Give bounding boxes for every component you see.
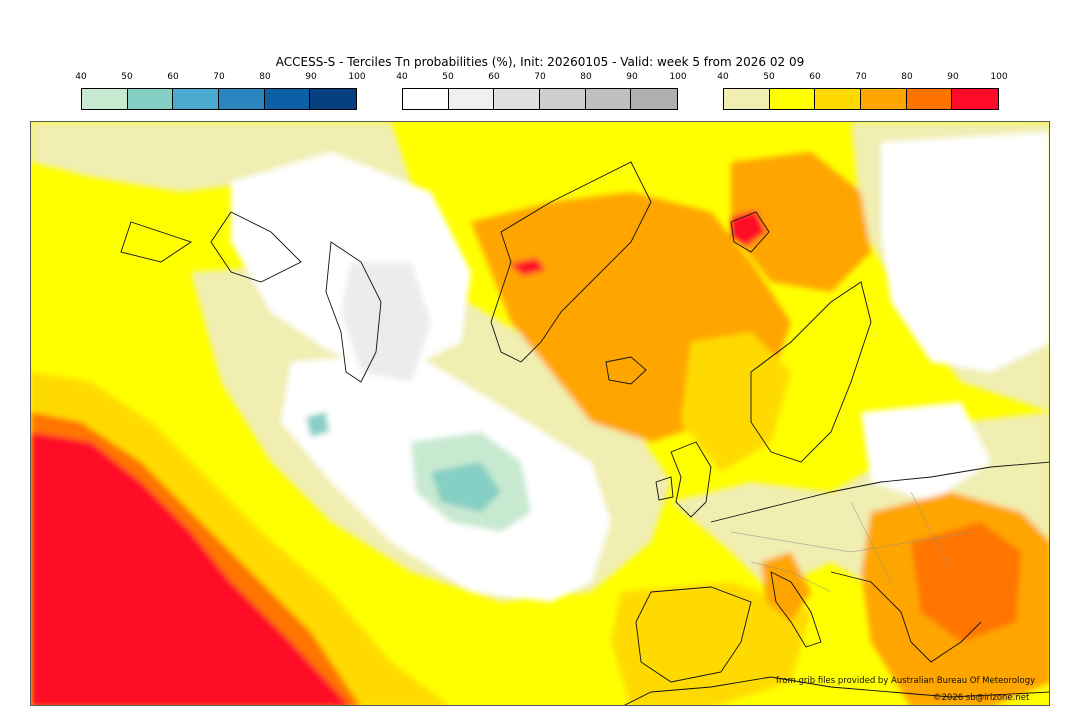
field-orange-norway (681, 332, 791, 472)
legend-swatch-above-normal-5 (952, 89, 999, 109)
map-canvas (31, 122, 1049, 705)
legend-swatch-below-normal-4 (264, 89, 311, 109)
borders (730, 491, 972, 593)
legend-tick: 60 (809, 72, 821, 82)
legend-above-normal-ticks: 40 50 60 70 80 90 100 (717, 72, 1007, 86)
legend-tick: 50 (121, 72, 133, 82)
legend-tick: 40 (717, 72, 729, 82)
legend-above-normal: 40 50 60 70 80 90 100 (717, 72, 1008, 114)
field-white-russia (881, 132, 1049, 372)
legend-swatch-below-normal-0 (82, 89, 128, 109)
coast-europe (710, 461, 1049, 523)
legend-tick: 80 (580, 72, 592, 82)
legend-above-normal-bar (723, 88, 999, 110)
legend-tick: 40 (396, 72, 408, 82)
field-orange-north (731, 152, 871, 292)
legend-swatch-below-normal-1 (127, 89, 174, 109)
legend-swatch-above-normal-1 (769, 89, 816, 109)
field-blue-west (306, 412, 329, 437)
field-red-sw (31, 432, 350, 705)
field-red-greenland (509, 258, 546, 276)
coast-balkans (830, 571, 982, 663)
field-blue-atlantic-core (431, 462, 501, 512)
coastlines (120, 161, 1049, 705)
legend-swatch-near-normal-4 (585, 89, 632, 109)
map-title: ACCESS-S - Terciles Tn probabilities (%)… (275, 55, 805, 69)
coast-iberia (635, 586, 752, 683)
field-white-east (861, 402, 991, 502)
coast-labrador (325, 241, 382, 383)
legend-tick: 100 (669, 72, 687, 82)
legend-tick: 50 (763, 72, 775, 82)
legend-below-normal: 40 50 60 70 80 90 100 (75, 72, 366, 114)
legend-swatch-near-normal-3 (540, 89, 586, 109)
coast-italy (770, 571, 822, 648)
coast-uk (655, 441, 712, 518)
field-red-svalbard (731, 210, 766, 247)
legend-tick: 90 (305, 72, 317, 82)
legend-tick: 70 (855, 72, 867, 82)
copyright-credit: ©2026 sb@irizone.net (933, 693, 1030, 703)
legend-swatch-near-normal-2 (494, 89, 541, 109)
legend-tick: 100 (990, 72, 1008, 82)
coast-africa (623, 676, 1049, 705)
coast-iceland (605, 356, 647, 385)
legend-swatch-near-normal-0 (403, 89, 449, 109)
legend-swatch-near-normal-1 (448, 89, 495, 109)
legend-tick: 90 (947, 72, 959, 82)
coast-scandinavia (750, 281, 872, 463)
legend-swatch-above-normal-4 (906, 89, 953, 109)
legend-below-normal-bar (81, 88, 357, 110)
legend-swatch-below-normal-3 (219, 89, 265, 109)
legend-tick: 80 (259, 72, 271, 82)
legend-tick: 60 (167, 72, 179, 82)
legend-tick: 80 (901, 72, 913, 82)
legend-swatch-below-normal-5 (310, 89, 357, 109)
field-orange-iberia (611, 582, 811, 705)
data-source-credit: from grib files provided by Australian B… (776, 676, 1036, 686)
probability-map: from grib files provided by Australian B… (30, 121, 1050, 706)
field-grey-labrador (341, 262, 431, 382)
legend-near-normal-bar (402, 88, 678, 110)
legend-tick: 50 (442, 72, 454, 82)
legend-tick: 40 (75, 72, 87, 82)
field-orange-italy (761, 552, 811, 622)
coast-svalbard (730, 211, 770, 253)
coast-canada-arctic (120, 211, 302, 283)
legend-swatch-above-normal-2 (815, 89, 862, 109)
legend-swatch-above-normal-0 (724, 89, 770, 109)
legend-swatch-below-normal-2 (173, 89, 220, 109)
legend-tick: 100 (348, 72, 366, 82)
field-orange-balkans-core (911, 522, 1021, 642)
coast-greenland (490, 161, 652, 363)
legend-swatch-near-normal-5 (631, 89, 678, 109)
legend-near-normal-ticks: 40 50 60 70 80 90 100 (396, 72, 686, 86)
legend-near-normal: 40 50 60 70 80 90 100 (396, 72, 687, 114)
legend-tick: 70 (213, 72, 225, 82)
legend-tick: 90 (626, 72, 638, 82)
legend-tick: 70 (534, 72, 546, 82)
legend-tick: 60 (488, 72, 500, 82)
legend-swatch-above-normal-3 (861, 89, 907, 109)
legend-below-normal-ticks: 40 50 60 70 80 90 100 (75, 72, 365, 86)
